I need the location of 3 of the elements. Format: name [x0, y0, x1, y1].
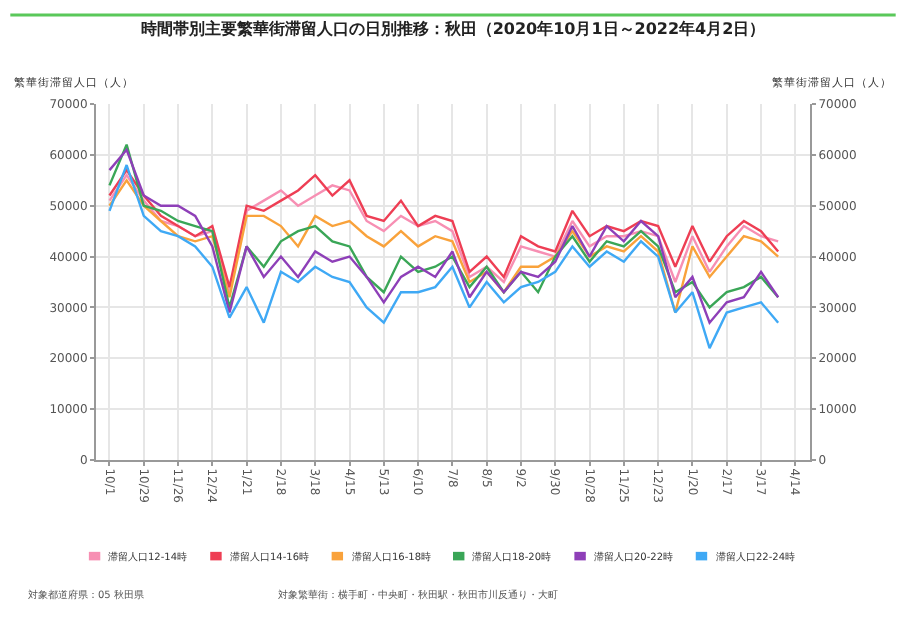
line-series	[108, 179, 780, 314]
chart-title: 時間帯別主要繁華街滞留人口の日別推移：秋田（2020年10月1日～2022年4月2日）	[140, 17, 766, 38]
line-series	[108, 163, 780, 350]
